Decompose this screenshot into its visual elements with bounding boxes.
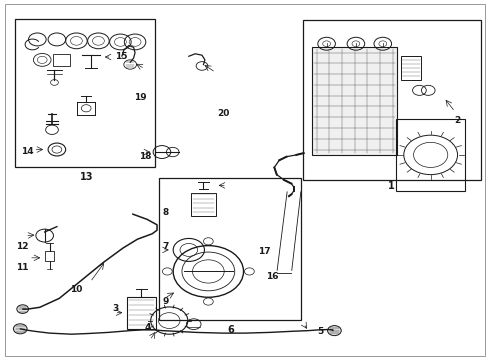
Bar <box>312 47 397 155</box>
Text: 15: 15 <box>115 53 127 62</box>
Text: 1: 1 <box>388 181 395 192</box>
Text: 18: 18 <box>139 152 151 161</box>
Bar <box>401 56 421 80</box>
Text: 7: 7 <box>163 242 169 251</box>
Bar <box>396 119 465 191</box>
Text: 16: 16 <box>266 272 278 281</box>
Text: 14: 14 <box>21 147 34 156</box>
Bar <box>191 193 216 216</box>
Circle shape <box>328 325 341 336</box>
Text: 4: 4 <box>144 323 150 332</box>
Text: 20: 20 <box>217 109 229 118</box>
Text: 10: 10 <box>70 285 83 294</box>
Bar <box>303 21 481 180</box>
Bar <box>53 54 70 66</box>
Text: 9: 9 <box>163 297 169 306</box>
Bar <box>45 251 54 261</box>
Text: 19: 19 <box>134 93 146 102</box>
Text: 3: 3 <box>112 303 119 312</box>
Text: 8: 8 <box>163 208 169 217</box>
Text: 12: 12 <box>17 242 29 251</box>
Circle shape <box>13 324 27 334</box>
Text: 17: 17 <box>258 247 271 256</box>
Text: 6: 6 <box>227 325 234 334</box>
Text: 2: 2 <box>454 116 461 125</box>
Bar <box>15 19 155 167</box>
Bar <box>159 178 301 320</box>
Text: 11: 11 <box>17 264 29 273</box>
Circle shape <box>17 305 28 314</box>
Bar <box>127 297 156 329</box>
Text: 13: 13 <box>79 172 93 182</box>
Text: 5: 5 <box>318 327 324 336</box>
